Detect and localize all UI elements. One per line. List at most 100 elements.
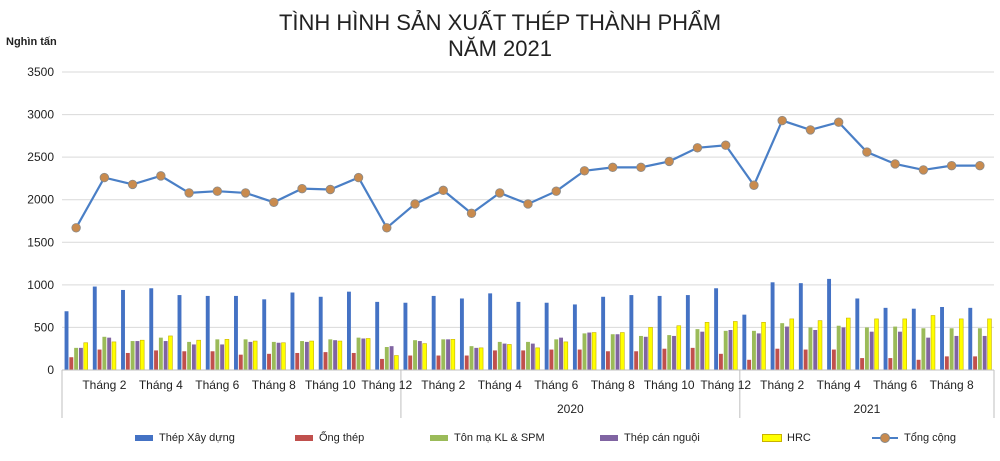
legend-swatch — [135, 435, 153, 442]
bar-ton-ma-kl-spm — [780, 323, 785, 370]
bar-hrc — [958, 318, 964, 371]
legend-label: Ống thép — [319, 432, 365, 444]
bar-thep-xay-dung — [601, 296, 606, 370]
bar-hrc — [817, 320, 823, 371]
bar-thep-can-nguoi — [389, 346, 394, 370]
bar-hrc — [478, 347, 484, 371]
bar-hrc — [902, 318, 908, 371]
bar-hrc — [987, 318, 992, 371]
bar-thep-can-nguoi — [220, 344, 225, 370]
total-marker — [297, 183, 307, 194]
bar-ong-thep — [125, 352, 130, 370]
bar-thep-xay-dung — [572, 304, 577, 370]
legend-swatch — [872, 433, 898, 444]
bar-hrc — [591, 332, 597, 371]
bar-thep-can-nguoi — [502, 343, 507, 370]
bar-ong-thep — [860, 358, 865, 370]
bar-ton-ma-kl-spm — [413, 340, 417, 370]
bar-ong-thep — [690, 347, 695, 370]
bar-ton-ma-kl-spm — [526, 341, 530, 370]
total-marker — [890, 159, 900, 169]
bar-ton-ma-kl-spm — [751, 330, 756, 370]
bar-ong-thep — [605, 351, 610, 370]
legend-swatch — [762, 434, 782, 443]
bar-thep-can-nguoi — [559, 337, 563, 370]
legend-label: Tôn mạ KL & SPM — [454, 432, 545, 444]
bar-thep-xay-dung — [685, 295, 690, 370]
y-tick-label: 2500 — [27, 150, 54, 164]
bar-thep-can-nguoi — [248, 341, 253, 370]
bar-thep-can-nguoi — [361, 338, 366, 370]
bar-thep-xay-dung — [629, 295, 634, 370]
x-tick-label: Tháng 4 — [478, 378, 522, 392]
legend: Thép Xây dựng Ống thép Tôn mạ KL & SPM Thép… — [0, 428, 1000, 454]
total-marker — [551, 186, 561, 196]
bar-ton-ma-kl-spm — [271, 341, 276, 370]
bar-thep-can-nguoi — [135, 341, 140, 370]
legend-item: Thép Xây dựng — [135, 432, 235, 444]
y-tick-label: 1500 — [27, 235, 54, 249]
bar-thep-xay-dung — [968, 307, 973, 370]
bar-thep-xay-dung — [770, 282, 775, 370]
bar-ton-ma-kl-spm — [102, 336, 107, 370]
bar-ton-ma-kl-spm — [300, 341, 305, 370]
y-tick-label: 3000 — [27, 108, 54, 122]
x-tick-label: Tháng 6 — [534, 378, 578, 392]
year-label: 2020 — [557, 402, 584, 416]
bar-thep-can-nguoi — [78, 347, 83, 370]
bar-ong-thep — [577, 349, 582, 370]
total-marker — [353, 172, 364, 183]
total-marker — [212, 186, 223, 196]
bar-thep-can-nguoi — [530, 343, 535, 370]
bar-ton-ma-kl-spm — [610, 334, 615, 370]
bar-thep-can-nguoi — [276, 342, 281, 370]
bar-ton-ma-kl-spm — [808, 327, 813, 370]
bar-ton-ma-kl-spm — [441, 339, 446, 370]
bar-hrc — [789, 318, 795, 371]
bar-ong-thep — [775, 348, 780, 370]
total-marker — [692, 143, 703, 153]
total-marker — [579, 166, 590, 176]
bar-hrc — [450, 339, 456, 371]
bar-hrc — [365, 338, 371, 371]
bar-hrc — [563, 341, 569, 371]
bar-ton-ma-kl-spm — [695, 329, 700, 370]
bar-thep-xay-dung — [657, 295, 662, 370]
x-tick-label: Tháng 8 — [252, 378, 296, 392]
bar-ton-ma-kl-spm — [893, 326, 898, 370]
total-marker — [805, 125, 816, 135]
bar-thep-xay-dung — [177, 295, 182, 370]
x-tick-label: Tháng 12 — [361, 378, 412, 392]
bar-ong-thep — [436, 355, 441, 370]
bar-ong-thep — [662, 348, 667, 370]
y-tick-labels: 0 500 1000 1500 2000 2500 3000 3500 — [27, 65, 54, 377]
bar-ong-thep — [634, 351, 639, 370]
legend-item: Tôn mạ KL & SPM — [430, 432, 545, 444]
bar-ong-thep — [323, 352, 328, 370]
bar-thep-can-nguoi — [841, 327, 846, 370]
x-axis — [61, 369, 995, 418]
bar-thep-can-nguoi — [107, 337, 112, 370]
legend-item: Ống thép — [295, 432, 364, 444]
bar-ong-thep — [973, 356, 978, 370]
bar-thep-xay-dung — [121, 289, 125, 370]
bar-thep-xay-dung — [742, 314, 747, 370]
bar-ong-thep — [97, 349, 102, 370]
bar-thep-can-nguoi — [333, 340, 338, 370]
x-tick-label: Tháng 4 — [817, 378, 861, 392]
y-tick-label: 500 — [34, 320, 54, 334]
bar-ton-ma-kl-spm — [243, 339, 248, 370]
bar-ong-thep — [464, 355, 469, 370]
x-tick-label: Tháng 8 — [930, 378, 974, 392]
total-marker — [777, 115, 787, 126]
total-marker — [664, 156, 674, 167]
chart-title: TÌNH HÌNH SẢN XUẤT THÉP THÀNH PHẨM — [278, 10, 722, 35]
total-marker — [749, 180, 759, 190]
bar-hrc — [252, 340, 258, 371]
y-tick-label: 2000 — [27, 193, 54, 207]
y-tick-label: 0 — [47, 363, 54, 377]
bar-thep-can-nguoi — [728, 329, 733, 370]
bar-thep-can-nguoi — [587, 332, 592, 370]
bar-thep-can-nguoi — [898, 331, 902, 370]
total-marker — [466, 208, 477, 219]
